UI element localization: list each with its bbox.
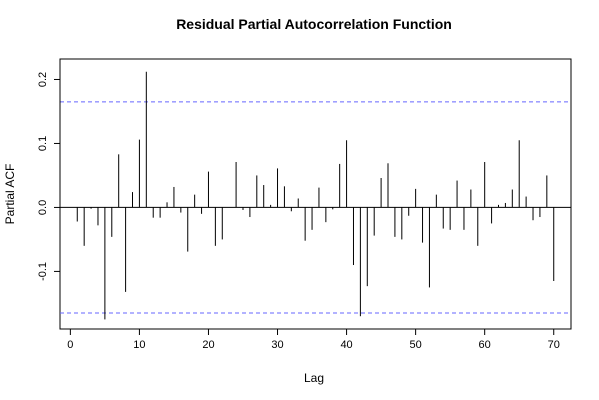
x-tick-label: 50 <box>410 339 422 351</box>
x-tick-label: 40 <box>340 339 352 351</box>
x-tick-label: 0 <box>67 339 73 351</box>
chart-title: Residual Partial Autocorrelation Functio… <box>176 16 452 32</box>
y-tick-label: 0.2 <box>37 72 49 87</box>
plot-frame <box>59 58 572 330</box>
x-tick-label: 60 <box>479 339 491 351</box>
x-tick-label: 10 <box>133 339 145 351</box>
y-tick-label: -0.1 <box>37 262 49 281</box>
y-tick-label: 0.0 <box>37 200 49 215</box>
y-tick-label: 0.1 <box>37 136 49 151</box>
x-tick-label: 20 <box>202 339 214 351</box>
x-tick-label: 30 <box>271 339 283 351</box>
y-axis-label: Partial ACF <box>3 164 17 225</box>
x-tick-label: 70 <box>548 339 560 351</box>
y-axis: -0.1 0.0 0.1 0.2 <box>37 72 61 281</box>
x-axis-label: Lag <box>304 371 324 385</box>
pacf-bars <box>76 71 555 320</box>
x-axis: 0 10 20 30 40 50 60 70 <box>67 328 560 351</box>
confidence-bounds <box>60 101 571 314</box>
